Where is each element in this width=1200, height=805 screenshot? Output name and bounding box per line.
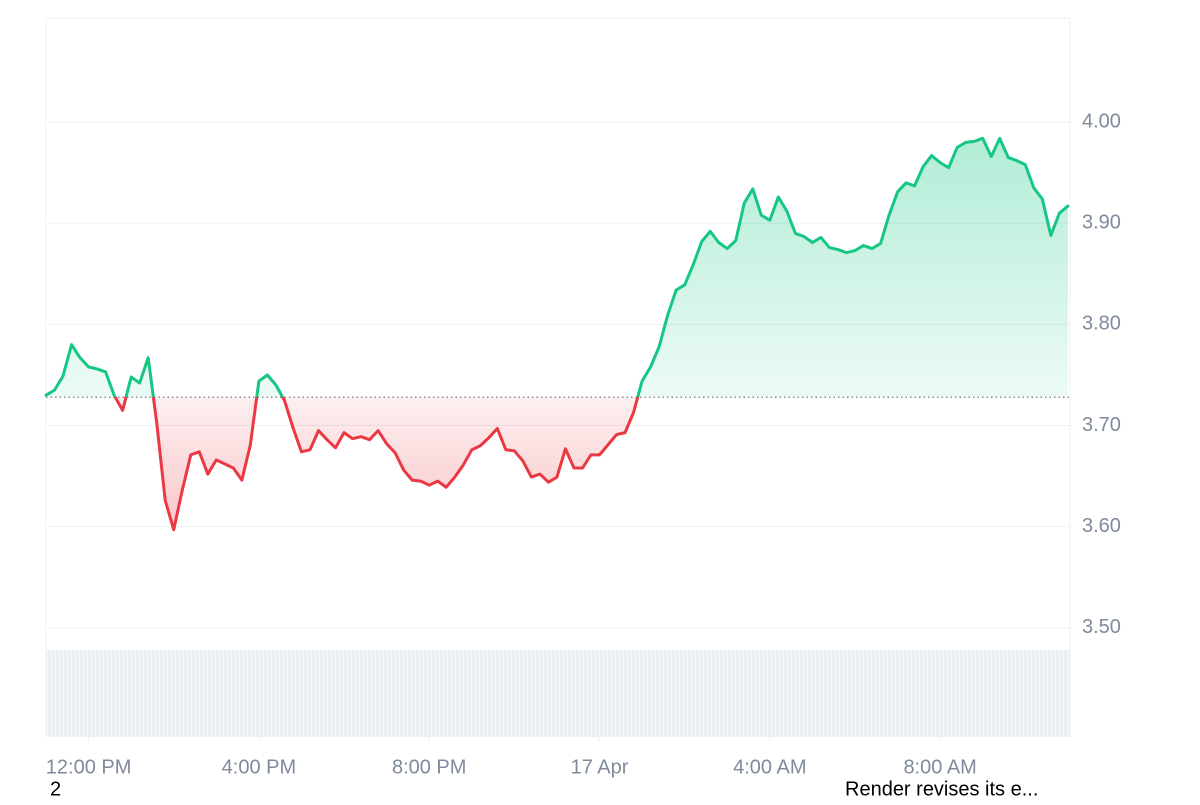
price-line [44,136,1070,532]
area-fill [46,138,1068,530]
volume-band [46,650,1070,737]
y-tick-label: 3.90 [1082,212,1121,234]
x-tick-label: 4:00 AM [733,756,806,778]
y-tick-label: 3.70 [1082,414,1121,436]
x-tick-label: 8:00 PM [392,756,466,778]
footer-left: 2 [50,778,61,800]
footer-right: Render revises its e... [845,778,1038,800]
x-tick-label: 17 Apr [571,756,629,778]
x-tick-label: 4:00 PM [222,756,296,778]
x-tick-label: 12:00 PM [46,756,132,778]
y-tick-label: 3.60 [1082,515,1121,537]
y-tick-label: 3.80 [1082,313,1121,335]
y-tick-label: 4.00 [1082,110,1121,132]
x-tick-label: 8:00 AM [903,756,976,778]
y-tick-label: 3.50 [1082,616,1121,638]
